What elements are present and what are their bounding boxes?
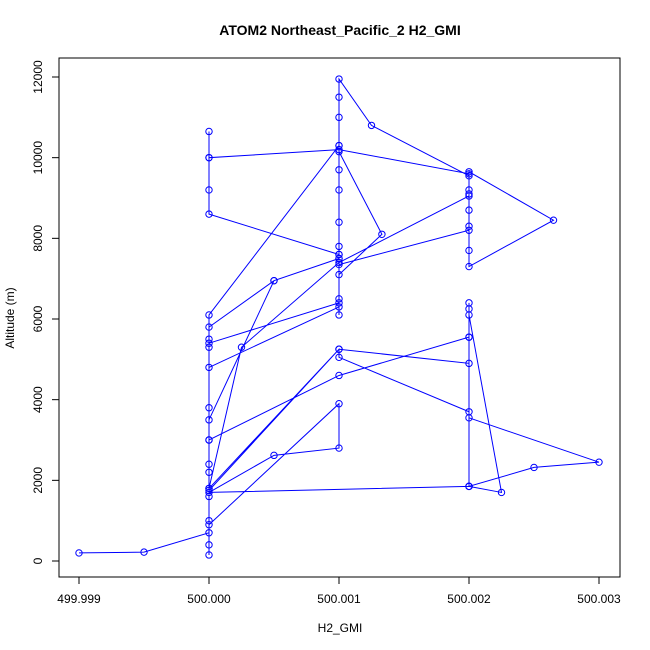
data-point <box>335 270 343 279</box>
data-point <box>205 541 213 549</box>
data-point <box>205 323 213 331</box>
data-point <box>205 153 213 162</box>
data-point <box>465 226 473 234</box>
y-axis-label: Altitude (m) <box>3 287 17 348</box>
y-tick-label: 0 <box>31 557 45 564</box>
data-point <box>335 353 343 362</box>
data-point <box>335 93 343 101</box>
data-point <box>205 436 213 444</box>
chart-title: ATOM2 Northeast_Pacific_2 H2_GMI <box>219 22 460 38</box>
data-point <box>205 343 213 351</box>
y-tick-label: 12000 <box>31 60 45 94</box>
x-axis: 499.999 500.000 500.001 500.002 500.003 <box>57 576 621 606</box>
data-point <box>465 333 473 341</box>
data-point <box>335 299 343 307</box>
data-point <box>335 141 343 150</box>
data-point <box>140 548 148 556</box>
data-point <box>465 172 473 180</box>
data-point <box>75 549 83 557</box>
y-tick-label: 8000 <box>31 225 45 252</box>
data-point <box>549 216 558 224</box>
data-point <box>335 254 343 263</box>
series-layer <box>75 75 603 559</box>
data-point <box>465 192 473 200</box>
y-tick-label: 10000 <box>31 141 45 175</box>
y-tick-label: 2000 <box>31 467 45 494</box>
data-point <box>335 166 343 174</box>
data-point <box>205 311 213 319</box>
x-axis-label: H2_GMI <box>318 621 363 635</box>
data-point <box>335 242 343 251</box>
data-point <box>205 468 213 476</box>
data-point <box>270 276 278 285</box>
x-tick-label: 500.000 <box>187 592 231 606</box>
x-tick-label: 500.003 <box>577 592 621 606</box>
data-point <box>205 404 213 412</box>
y-axis: 0 2000 4000 6000 8000 10000 12000 <box>31 60 60 564</box>
data-point <box>205 363 213 372</box>
data-point <box>205 516 213 525</box>
data-point <box>530 463 538 472</box>
data-point <box>465 299 473 307</box>
data-point <box>237 343 246 351</box>
data-point <box>270 451 278 460</box>
data-point <box>378 230 386 239</box>
data-point <box>205 186 213 194</box>
data-point <box>465 262 473 271</box>
data-point <box>205 339 213 347</box>
data-point <box>465 482 473 491</box>
data-point <box>335 311 343 319</box>
data-point <box>205 335 213 343</box>
data-point <box>335 258 343 267</box>
data-point <box>465 408 473 416</box>
data-point <box>367 121 376 130</box>
x-tick-label: 500.002 <box>447 592 491 606</box>
x-tick-label: 500.001 <box>317 592 361 606</box>
data-point <box>205 551 213 559</box>
y-tick-label: 4000 <box>31 386 45 413</box>
data-point <box>465 222 473 230</box>
series-line <box>78 77 600 555</box>
data-point <box>205 484 213 493</box>
data-point <box>465 206 473 214</box>
data-point <box>465 246 473 255</box>
data-point <box>335 303 343 311</box>
data-point <box>205 127 213 136</box>
data-point <box>497 488 506 497</box>
data-point <box>205 486 213 495</box>
data-point <box>335 75 343 83</box>
data-point <box>205 416 213 424</box>
data-point <box>595 458 603 466</box>
data-point <box>335 345 343 353</box>
data-point <box>335 113 343 122</box>
data-point <box>335 444 343 452</box>
data-point <box>465 190 473 198</box>
data-point <box>205 210 213 218</box>
data-point <box>335 371 343 380</box>
data-point <box>335 250 343 259</box>
data-point <box>335 218 343 226</box>
data-point <box>205 529 213 537</box>
data-point <box>205 521 213 529</box>
data-point <box>205 460 213 468</box>
data-point <box>335 400 343 408</box>
y-tick-label: 6000 <box>31 305 45 332</box>
data-point <box>205 488 213 497</box>
data-point <box>465 311 473 319</box>
data-point <box>335 145 343 154</box>
data-point <box>335 186 343 194</box>
x-tick-label: 499.999 <box>57 592 101 606</box>
data-point <box>465 168 473 176</box>
data-point <box>465 170 473 178</box>
data-point <box>335 295 343 303</box>
data-point <box>465 359 473 368</box>
